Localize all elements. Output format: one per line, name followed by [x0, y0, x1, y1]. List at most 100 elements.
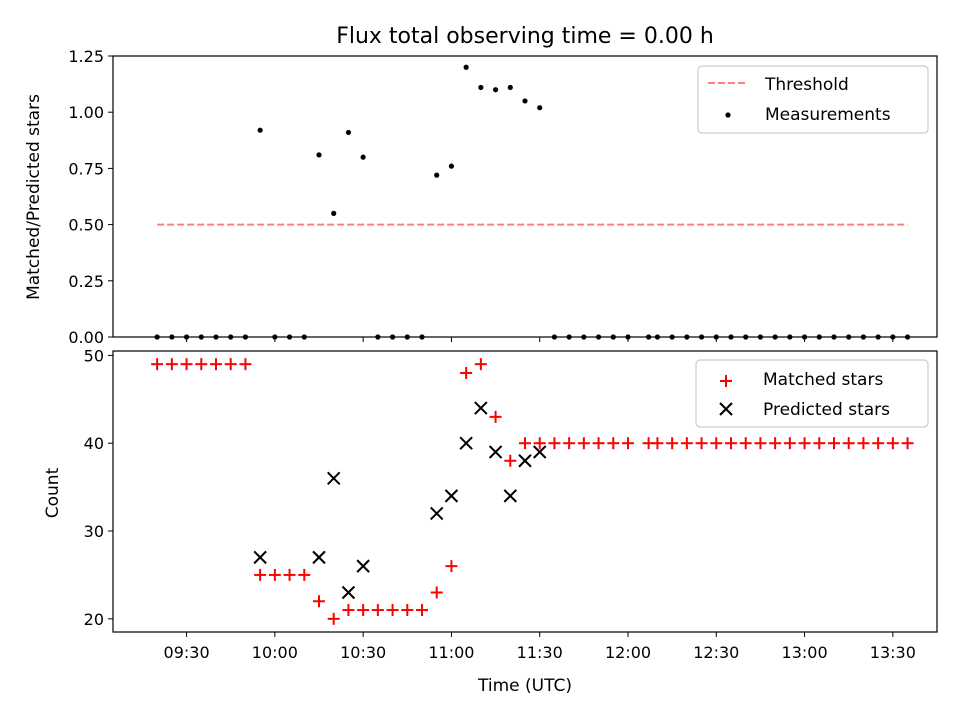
legend-measurements-marker: [725, 112, 731, 118]
measurement-point-40: [743, 334, 749, 340]
top-y-tick-label-3: 0.75: [68, 159, 104, 178]
measurement-point-16: [389, 334, 396, 340]
measurement-point-4: [213, 334, 219, 340]
top-y-axis-label: Matched/Predicted stars: [24, 94, 44, 300]
matched-star-point-43: [783, 437, 796, 450]
measurement-point-21: [463, 64, 469, 70]
top-y-tick-label-5: 1.25: [68, 47, 104, 66]
bottom-plot: 09:30 10:00 10:30 11:00 11:30 12:00 12:30 13:00…: [84, 346, 938, 662]
matched-star-point-9: [283, 568, 296, 581]
matched-star-point-37: [695, 437, 708, 450]
matched-star-point-0: [151, 358, 164, 371]
measurement-point-18: [419, 334, 425, 340]
top-axes-frame: [112, 55, 938, 338]
matched-star-point-41: [754, 437, 767, 450]
matched-star-point-20: [445, 560, 458, 573]
top-y-tick-label-0: 0.00: [68, 328, 104, 347]
measurement-point-11: [316, 152, 322, 158]
measurement-point-42: [772, 334, 778, 340]
bottom-y-axis-label: Count: [43, 467, 63, 518]
measurement-point-5: [228, 334, 234, 340]
measurement-point-43: [787, 334, 793, 340]
top-y-tick-label-2: 0.50: [68, 216, 104, 235]
matched-star-point-10: [298, 568, 311, 581]
matched-star-point-5: [224, 358, 237, 371]
matched-star-point-29: [577, 437, 590, 450]
legend-matched-label: Matched stars: [763, 370, 883, 390]
top-y-tick-label-4: 1.00: [68, 103, 104, 122]
measurement-point-9: [286, 334, 293, 340]
measurement-point-0: [154, 334, 160, 340]
measurement-point-46: [831, 334, 837, 340]
predicted-star-point-12: [533, 445, 547, 459]
predicted-star-point-6: [444, 489, 459, 503]
legend-predicted-label: Predicted stars: [763, 400, 890, 420]
measurement-point-13: [345, 129, 352, 136]
x-tick-label-1: 10:00: [252, 643, 298, 662]
predicted-star-point-11: [518, 454, 532, 468]
matched-star-point-7: [254, 568, 267, 581]
matched-star-point-6: [239, 358, 252, 371]
matched-star-point-8: [268, 568, 281, 581]
legend-threshold-label: Threshold: [764, 75, 849, 95]
matched-star-point-44: [798, 437, 811, 450]
measurement-point-24: [507, 84, 513, 91]
measurement-point-2: [183, 334, 190, 340]
bottom-y-tick-label-1: 30: [84, 522, 104, 541]
matched-star-point-36: [680, 437, 693, 450]
measurement-point-32: [625, 334, 631, 340]
matched-star-point-47: [842, 437, 855, 450]
matched-star-point-14: [357, 604, 370, 617]
matched-star-point-4: [210, 358, 222, 371]
matched-star-point-23: [489, 410, 502, 423]
matched-star-point-45: [813, 437, 826, 450]
predicted-star-point-1: [312, 550, 326, 565]
measurement-point-22: [478, 84, 484, 91]
matched-star-point-26: [533, 437, 546, 450]
measurement-point-39: [728, 334, 734, 340]
legend-measurements-label: Measurements: [765, 105, 891, 125]
top-chart-title: Flux total observing time = 0.00 h: [336, 24, 714, 49]
predicted-star-point-0: [253, 550, 267, 565]
matched-star-point-2: [180, 358, 193, 371]
top-y-tick-label-1: 0.25: [68, 272, 104, 291]
top-legend: Threshold Measurements: [697, 65, 929, 134]
matched-star-point-11: [313, 595, 325, 608]
measurement-point-38: [713, 334, 719, 340]
matched-star-point-42: [769, 437, 782, 450]
measurement-point-28: [566, 334, 572, 340]
x-tick-label-4: 11:30: [517, 643, 563, 662]
measurement-point-31: [610, 334, 616, 340]
measurement-point-48: [860, 334, 867, 340]
x-tick-label-0: 09:30: [164, 643, 210, 662]
legend-matched-marker: [720, 375, 732, 387]
predicted-star-point-9: [488, 445, 503, 459]
matched-star-point-51: [901, 437, 914, 450]
measurement-point-15: [375, 334, 381, 340]
measurement-point-12: [331, 210, 337, 216]
predicted-star-point-3: [341, 585, 356, 600]
matched-star-point-32: [622, 437, 634, 450]
measurement-point-14: [360, 154, 366, 160]
matched-star-point-22: [474, 358, 487, 371]
matched-star-point-48: [857, 437, 870, 450]
measurement-point-29: [581, 334, 587, 340]
matched-star-point-24: [504, 454, 517, 467]
measurement-point-35: [669, 334, 675, 340]
matched-star-point-38: [710, 437, 723, 450]
measurement-point-1: [169, 334, 175, 340]
matched-star-point-30: [592, 437, 605, 450]
matched-star-point-1: [165, 358, 178, 371]
matched-star-point-12: [327, 612, 340, 625]
measurement-point-10: [301, 334, 307, 340]
predicted-star-point-8: [474, 401, 488, 415]
measurement-point-6: [242, 334, 249, 340]
matched-star-point-13: [342, 604, 355, 617]
bottom-legend: Matched stars Predicted stars: [695, 359, 929, 428]
measurement-point-45: [816, 334, 822, 340]
measurement-point-44: [801, 334, 808, 340]
top-plot: 0.00 0.25 0.50 0.75 1.00 1.25: [68, 47, 938, 347]
top-legend-box: [697, 65, 929, 134]
matched-star-point-35: [666, 437, 679, 450]
